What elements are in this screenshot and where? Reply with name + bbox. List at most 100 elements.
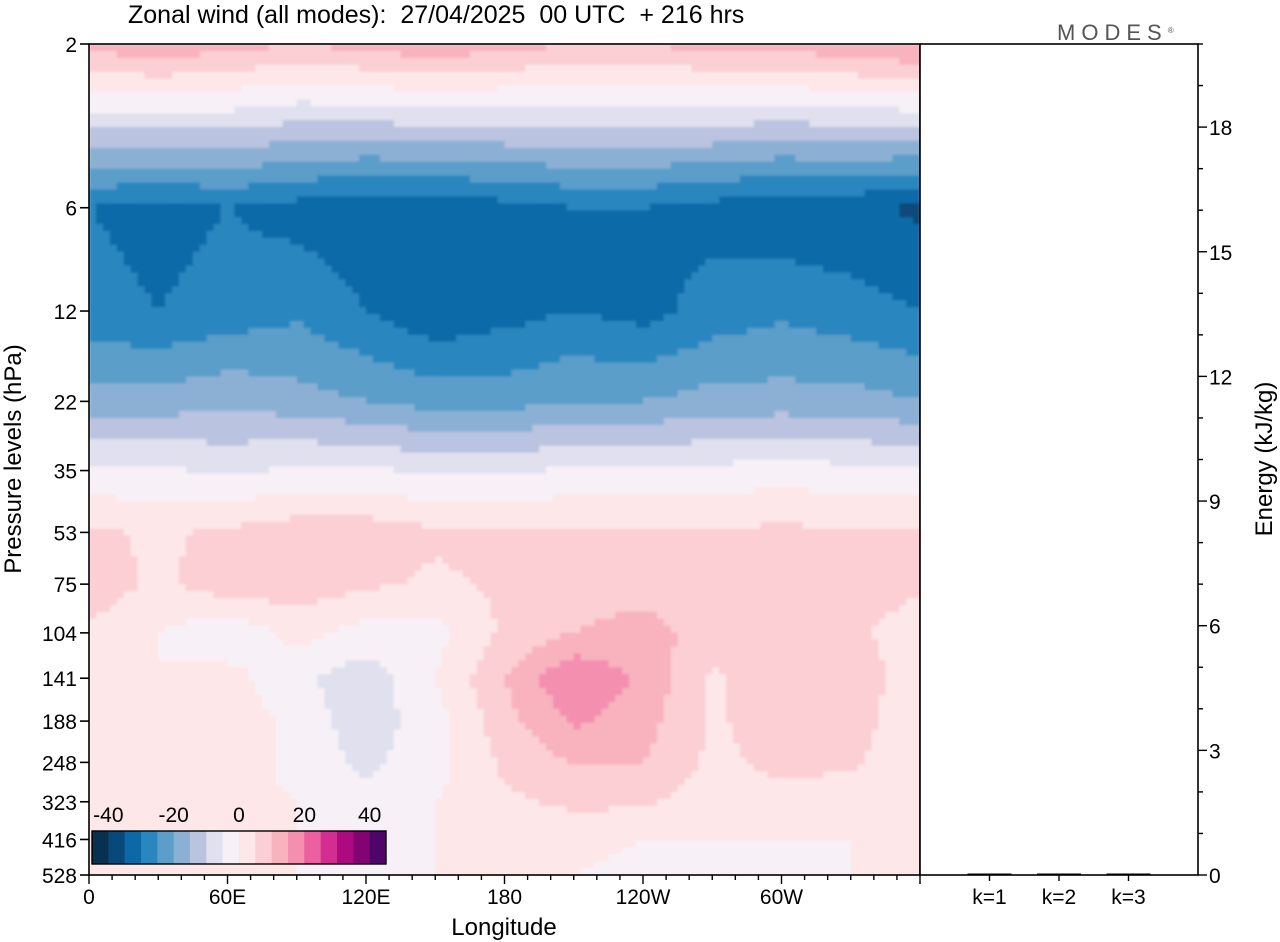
- heatmap-cell: [746, 154, 755, 163]
- heatmap-cell: [885, 244, 893, 253]
- heatmap-cell: [850, 321, 859, 329]
- heatmap-cell: [456, 210, 464, 218]
- heatmap-cell: [400, 217, 409, 225]
- heatmap-cell: [379, 106, 388, 114]
- heatmap-cell: [345, 44, 353, 52]
- heatmap-cell: [539, 272, 547, 281]
- heatmap-cell: [407, 286, 416, 294]
- heatmap-cell: [795, 127, 803, 135]
- heatmap-cell: [615, 321, 623, 329]
- heatmap-cell: [594, 154, 603, 163]
- heatmap-cell: [781, 210, 790, 218]
- heatmap-cell: [269, 189, 277, 197]
- heatmap-cell: [781, 99, 790, 107]
- heatmap-cell: [89, 300, 97, 308]
- heatmap-cell: [636, 64, 644, 73]
- heatmap-cell: [130, 244, 139, 253]
- heatmap-cell: [192, 314, 201, 322]
- heatmap-cell: [179, 265, 187, 274]
- heatmap-cell: [359, 279, 367, 287]
- heatmap-cell: [594, 85, 603, 94]
- heatmap-cell: [435, 134, 443, 142]
- heatmap-cell: [379, 244, 388, 253]
- heatmap-cell: [816, 189, 824, 197]
- heatmap-cell: [525, 258, 533, 267]
- heatmap-cell: [497, 140, 506, 149]
- heatmap-cell: [760, 99, 769, 107]
- heatmap-cell: [199, 175, 208, 184]
- heatmap-cell: [234, 64, 242, 73]
- heatmap-cell: [760, 286, 769, 294]
- heatmap-cell: [192, 64, 201, 73]
- heatmap-cell: [539, 120, 547, 128]
- heatmap-cell: [663, 314, 672, 322]
- heatmap-cell: [753, 161, 762, 170]
- heatmap-cell: [788, 64, 796, 73]
- heatmap-cell: [331, 113, 339, 121]
- heatmap-cell: [393, 203, 402, 211]
- heatmap-cell: [587, 71, 596, 80]
- heatmap-cell: [566, 113, 575, 121]
- heatmap-cell: [130, 106, 139, 114]
- heatmap-cell: [89, 106, 97, 114]
- heatmap-cell: [795, 189, 803, 197]
- heatmap-cell: [726, 224, 734, 232]
- heatmap-cell: [899, 230, 907, 239]
- heatmap-cell: [746, 140, 755, 149]
- heatmap-cell: [546, 237, 554, 246]
- heatmap-cell: [899, 134, 907, 142]
- heatmap-cell: [116, 196, 125, 204]
- heatmap-cell: [698, 175, 706, 184]
- heatmap-cell: [802, 265, 810, 274]
- heatmap-cell: [282, 127, 291, 135]
- heatmap-cell: [102, 161, 111, 170]
- heatmap-cell: [532, 279, 540, 287]
- heatmap-cell: [144, 279, 152, 287]
- heatmap-cell: [407, 85, 416, 94]
- heatmap-cell: [504, 258, 513, 267]
- heatmap-cell: [774, 272, 783, 281]
- heatmap-cell: [594, 127, 603, 135]
- heatmap-cell: [719, 57, 727, 66]
- heatmap-cell: [816, 113, 824, 121]
- heatmap-cell: [255, 78, 263, 87]
- heatmap-cell: [739, 258, 748, 267]
- heatmap-cell: [525, 251, 533, 260]
- heatmap-cell: [490, 57, 499, 66]
- heatmap-cell: [753, 224, 762, 232]
- heatmap-cell: [753, 230, 762, 239]
- heatmap-cell: [490, 44, 499, 52]
- heatmap-cell: [102, 168, 111, 177]
- heatmap-cell: [622, 120, 630, 128]
- heatmap-cell: [227, 258, 236, 267]
- heatmap-cell: [677, 50, 686, 59]
- heatmap-cell: [809, 293, 817, 301]
- heatmap-cell: [324, 127, 332, 135]
- heatmap-cell: [275, 175, 284, 184]
- heatmap-cell: [421, 161, 429, 170]
- heatmap-cell: [511, 147, 519, 156]
- heatmap-cell: [269, 154, 277, 163]
- heatmap-cell: [352, 92, 360, 100]
- heatmap-cell: [282, 272, 291, 281]
- heatmap-cell: [227, 57, 236, 66]
- heatmap-cell: [255, 307, 263, 315]
- heatmap-cell: [158, 210, 166, 218]
- heatmap-cell: [172, 217, 180, 225]
- heatmap-cell: [199, 217, 208, 225]
- heatmap-cell: [234, 168, 242, 177]
- heatmap-cell: [310, 265, 319, 274]
- heatmap-cell: [317, 147, 326, 156]
- heatmap-cell: [587, 78, 596, 87]
- heatmap-cell: [532, 78, 540, 87]
- heatmap-cell: [774, 99, 783, 107]
- heatmap-cell: [836, 265, 845, 274]
- heatmap-cell: [885, 154, 893, 163]
- heatmap-cell: [511, 293, 519, 301]
- heatmap-cell: [691, 64, 699, 73]
- heatmap-cell: [829, 203, 838, 211]
- heatmap-cell: [559, 64, 568, 73]
- heatmap-cell: [116, 175, 125, 184]
- heatmap-cell: [338, 127, 346, 135]
- heatmap-cell: [179, 85, 187, 94]
